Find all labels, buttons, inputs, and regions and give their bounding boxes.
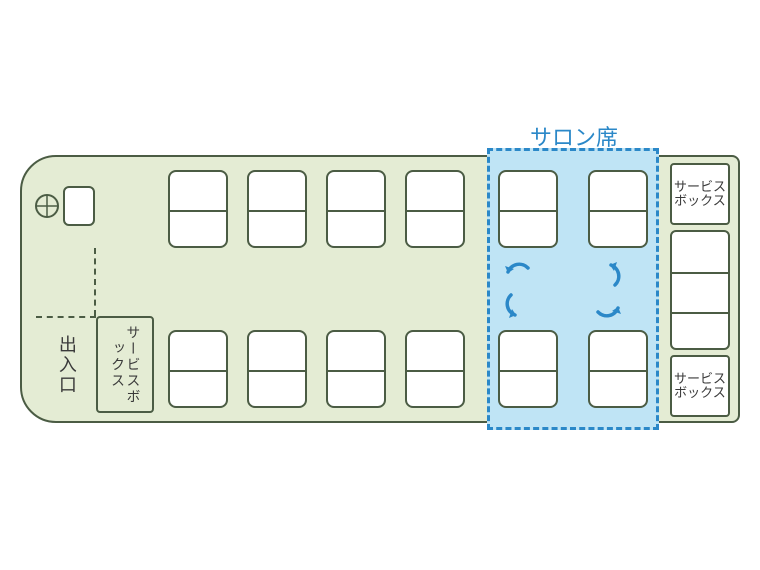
service-box-rear-top: サービスボックス [670,163,730,225]
service-box-label: サービスボックス [674,180,726,209]
service-box-label: サービスボックス [110,318,141,411]
rotate-arrow-icon [591,288,625,322]
service-box-rear-bottom: サービスボックス [670,355,730,417]
passenger-seat [498,170,558,248]
passenger-seat [326,170,386,248]
entrance-dash-side [94,248,96,316]
passenger-seat [405,330,465,408]
passenger-seat [247,330,307,408]
rotate-arrow-icon [501,288,535,322]
passenger-seat [168,170,228,248]
passenger-seat [588,330,648,408]
passenger-seat [168,330,228,408]
salon-label: サロン席 [530,120,618,152]
passenger-seat [326,330,386,408]
service-box-front: サービスボックス [96,316,154,413]
passenger-seat [405,170,465,248]
rotate-arrow-icon [591,258,625,292]
passenger-seat [498,330,558,408]
passenger-seat [247,170,307,248]
bus-seating-diagram: サロン席 出入口 サービスボックス サービスボックス サービスボックス [0,0,760,570]
passenger-seat [588,170,648,248]
service-box-label: サービスボックス [674,372,726,401]
entrance-label: 出入口 [56,335,76,395]
driver-seat [63,186,95,226]
entrance: 出入口 [40,318,92,411]
steering-wheel-icon [34,193,60,219]
rotate-arrow-icon [501,258,535,292]
rear-bench-seat [670,230,730,350]
